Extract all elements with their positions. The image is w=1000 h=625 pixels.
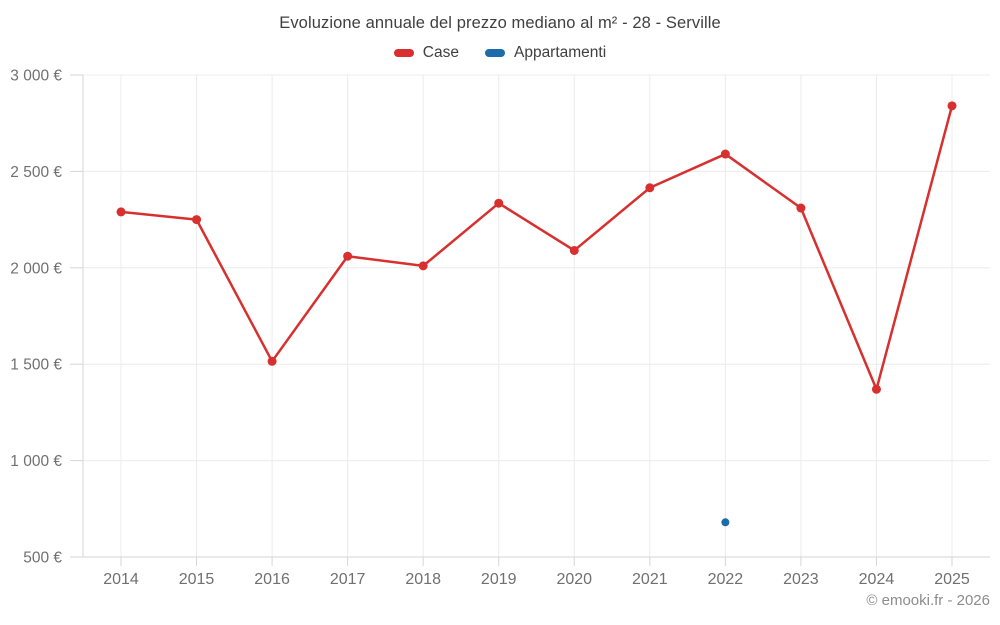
case-point-2019[interactable]: [494, 198, 504, 208]
x-tick-label: 2022: [708, 571, 744, 588]
case-point-2024[interactable]: [871, 384, 881, 394]
case-point-2020[interactable]: [569, 245, 579, 255]
legend-item-case[interactable]: Case: [393, 44, 459, 62]
x-tick-label: 2020: [556, 571, 592, 588]
copyright-credit: © emooki.fr - 2026: [866, 592, 990, 609]
y-tick-label: 2 000 €: [10, 260, 62, 277]
appartamenti-legend-label: Appartamenti: [513, 44, 607, 61]
appartamenti-point-2022[interactable]: [721, 518, 730, 527]
x-tick-label: 2018: [405, 571, 441, 588]
case-point-2025[interactable]: [947, 101, 957, 111]
case-point-2022[interactable]: [720, 149, 730, 159]
case-line: [119, 104, 954, 391]
y-tick-label: 2 500 €: [10, 164, 62, 181]
case-point-2016[interactable]: [267, 356, 277, 366]
x-tick-label: 2023: [783, 571, 819, 588]
x-tick-label: 2019: [481, 571, 517, 588]
y-tick-label: 1 000 €: [10, 453, 62, 470]
case-point-2018[interactable]: [418, 261, 428, 271]
x-tick-label: 2014: [103, 571, 139, 588]
case-point-2017[interactable]: [343, 251, 353, 261]
y-tick-label: 500 €: [23, 550, 62, 567]
case-point-2015[interactable]: [192, 215, 202, 225]
chart-title: Evoluzione annuale del prezzo mediano al…: [279, 14, 721, 32]
x-tick-label: 2025: [934, 571, 970, 588]
x-tick-label: 2017: [330, 571, 366, 588]
case-legend-label: Case: [422, 44, 459, 61]
x-tick-label: 2016: [254, 571, 290, 588]
appartamenti-legend-swatch: [484, 49, 505, 57]
x-tick-label: 2024: [859, 571, 895, 588]
case-point-2014[interactable]: [116, 207, 126, 217]
x-tick-label: 2015: [179, 571, 215, 588]
y-tick-label: 3 000 €: [10, 68, 62, 85]
legend-item-appartamenti[interactable]: Appartamenti: [484, 44, 607, 62]
case-legend-swatch: [393, 49, 414, 57]
case-point-2021[interactable]: [645, 183, 655, 193]
y-tick-label: 1 500 €: [10, 357, 62, 374]
x-tick-label: 2021: [632, 571, 668, 588]
case-point-2023[interactable]: [796, 203, 806, 213]
legend: Case Appartamenti: [0, 44, 1000, 62]
